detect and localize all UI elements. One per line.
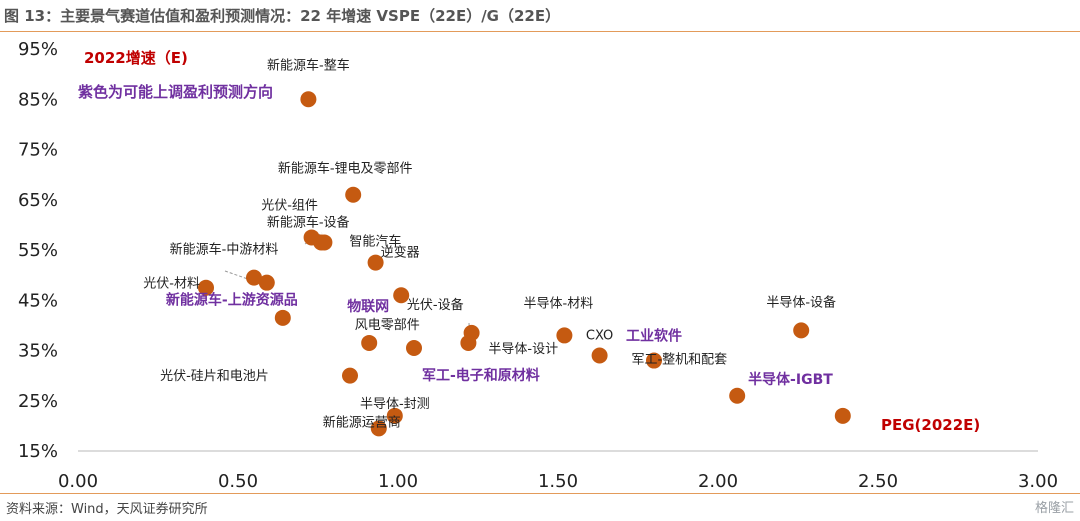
y-tick-label: 85% xyxy=(18,89,58,110)
data-point xyxy=(342,367,358,384)
data-point xyxy=(274,309,291,326)
y-tick-label: 45% xyxy=(18,290,58,311)
point-label: 光伏-硅片和电池片 xyxy=(160,369,269,384)
data-point xyxy=(729,387,746,404)
y-tick-label: 75% xyxy=(18,140,58,161)
y-axis-annotation: 2022增速（E) xyxy=(84,49,188,67)
data-point xyxy=(591,347,608,364)
point-label: 逆变器 xyxy=(381,245,420,261)
point-label: 光伏-设备 xyxy=(407,297,464,313)
data-point xyxy=(198,279,214,296)
data-point xyxy=(316,234,333,251)
y-tick-label: 35% xyxy=(18,341,58,362)
footer-divider xyxy=(0,493,1080,494)
y-tick-label: 15% xyxy=(18,441,58,462)
chart-points xyxy=(198,91,851,437)
point-label: 军工-电子和原材料 xyxy=(422,367,540,384)
point-label: 军工-整机和配套 xyxy=(631,352,727,368)
data-point xyxy=(406,339,422,356)
point-label: 新能源运营商 xyxy=(323,414,401,430)
data-point xyxy=(300,91,317,108)
x-tick-label: 1.50 xyxy=(538,471,578,492)
x-tick-label: 2.50 xyxy=(858,471,898,492)
data-point xyxy=(258,274,275,291)
point-label: 物联网 xyxy=(347,298,389,315)
data-point xyxy=(246,269,262,286)
y-tick-label: 95% xyxy=(18,39,58,60)
data-point xyxy=(834,407,851,424)
y-tick-label: 55% xyxy=(18,240,58,261)
x-tick-label: 1.00 xyxy=(378,471,418,492)
figure-title: 图 13：主要景气赛道估值和盈利预测情况：22 年增速 VSPE（22E）/G（… xyxy=(4,7,561,25)
point-label: CXO xyxy=(586,329,613,344)
chart-axes: 0.00 0.50 1.00 1.50 2.00 2.50 3.00 15% 25% 35% 45%… xyxy=(18,39,1058,492)
point-label: 光伏-材料 xyxy=(143,277,200,292)
y-tick-label: 65% xyxy=(18,190,58,211)
data-point xyxy=(386,407,403,424)
data-point xyxy=(361,334,378,351)
data-point xyxy=(793,322,810,339)
x-tick-label: 2.00 xyxy=(698,471,738,492)
source-note: 资料来源：Wind，天风证券研究所 xyxy=(6,502,208,517)
point-label: 智能汽车 xyxy=(349,233,401,249)
x-axis-annotation: PEG(2022E) xyxy=(881,416,980,434)
point-label: 风电零部件 xyxy=(355,318,420,333)
point-label: 新能源车-上游资源品 xyxy=(166,292,298,309)
point-label: 半导体-IGBT xyxy=(748,371,833,388)
point-label: 新能源车-中游材料 xyxy=(170,242,279,258)
highlight-note: 紫色为可能上调盈利预测方向 xyxy=(78,83,273,101)
title-divider xyxy=(0,31,1080,32)
data-point xyxy=(367,254,384,271)
scatter-chart: 0.00 0.50 1.00 1.50 2.00 2.50 3.00 15% 25% 35% 45%… xyxy=(18,39,1058,492)
x-tick-label: 3.00 xyxy=(1018,471,1058,492)
point-label: 新能源车-整车 xyxy=(267,57,350,73)
point-label: 工业软件 xyxy=(626,328,682,345)
data-point xyxy=(370,420,387,437)
x-tick-label: 0.00 xyxy=(58,471,98,492)
watermark-logo: 格隆汇 xyxy=(1034,501,1074,516)
point-label: 半导体-封测 xyxy=(360,397,430,412)
point-label: 半导体-设计 xyxy=(488,342,558,357)
data-point xyxy=(345,186,362,203)
point-label: 新能源车-设备 xyxy=(267,214,350,230)
data-point xyxy=(556,327,573,344)
point-label: 半导体-材料 xyxy=(524,296,594,311)
x-tick-label: 0.50 xyxy=(218,471,258,492)
data-point xyxy=(646,352,662,369)
y-tick-label: 25% xyxy=(18,391,58,412)
data-point xyxy=(393,287,410,304)
data-point xyxy=(460,334,477,351)
point-label: 半导体-设备 xyxy=(766,294,836,310)
point-labels: 新能源车-整车新能源车-锂电及零部件光伏-组件新能源车-设备智能汽车逆变器新能源… xyxy=(143,57,836,430)
point-label: 新能源车-锂电及零部件 xyxy=(278,161,413,177)
point-label: 光伏-组件 xyxy=(261,198,318,213)
